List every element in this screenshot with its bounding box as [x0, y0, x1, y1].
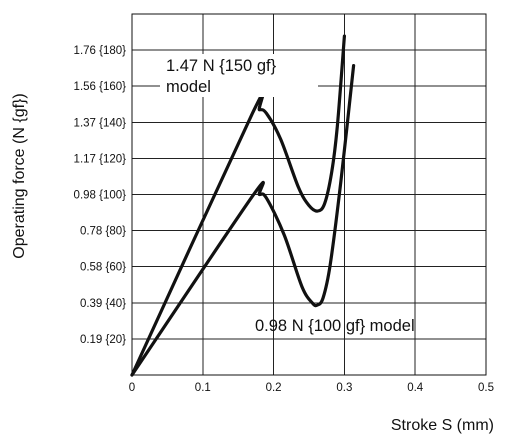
- x-axis-label: Stroke S (mm): [391, 417, 494, 434]
- curves: [130, 34, 356, 377]
- series-label: model: [166, 78, 211, 96]
- y-tick-label: 0.98 {100}: [74, 190, 127, 202]
- series-label-group: 1.47 N {150 gf} model: [160, 54, 318, 97]
- y-axis-label: Operating force (N {gf}): [11, 93, 28, 258]
- x-tick-labels: 0 0.1 0.2 0.3 0.4 0.5: [129, 382, 494, 394]
- label-background: [160, 54, 318, 97]
- series-line-0-98n: [130, 63, 356, 377]
- series-label-group: 0.98 N {100 gf} model: [255, 317, 415, 335]
- plot-frame: [131, 13, 487, 376]
- y-tick-label: 0.78 {80}: [80, 226, 126, 238]
- y-tick-label: 1.17 {120}: [74, 153, 127, 165]
- y-tick-label: 1.76 {180}: [74, 45, 127, 57]
- y-tick-label: 1.56 {160}: [74, 81, 127, 93]
- x-tick-label: 0: [129, 382, 135, 394]
- y-tick-label: 0.19 {20}: [80, 334, 126, 346]
- series-labels: 1.47 N {150 gf} model 0.98 N {100 gf} mode…: [160, 54, 415, 335]
- x-tick-label: 0.5: [478, 382, 494, 394]
- x-tick-label: 0.2: [266, 382, 282, 394]
- series-label: 0.98 N {100 gf} model: [255, 317, 415, 335]
- series-label: 1.47 N {150 gf}: [166, 57, 277, 75]
- y-tick-labels: 0.19 {20} 0.39 {40} 0.58 {60} 0.78 {80} 0.98…: [74, 45, 127, 346]
- x-tick-label: 0.1: [195, 382, 211, 394]
- y-tick-label: 1.37 {140}: [74, 117, 127, 129]
- y-tick-label: 0.58 {60}: [80, 262, 126, 274]
- y-tick-label: 0.39 {40}: [80, 298, 126, 310]
- series-line-1-47n: [130, 34, 346, 377]
- x-tick-label: 0.3: [336, 382, 352, 394]
- x-tick-label: 0.4: [407, 382, 424, 394]
